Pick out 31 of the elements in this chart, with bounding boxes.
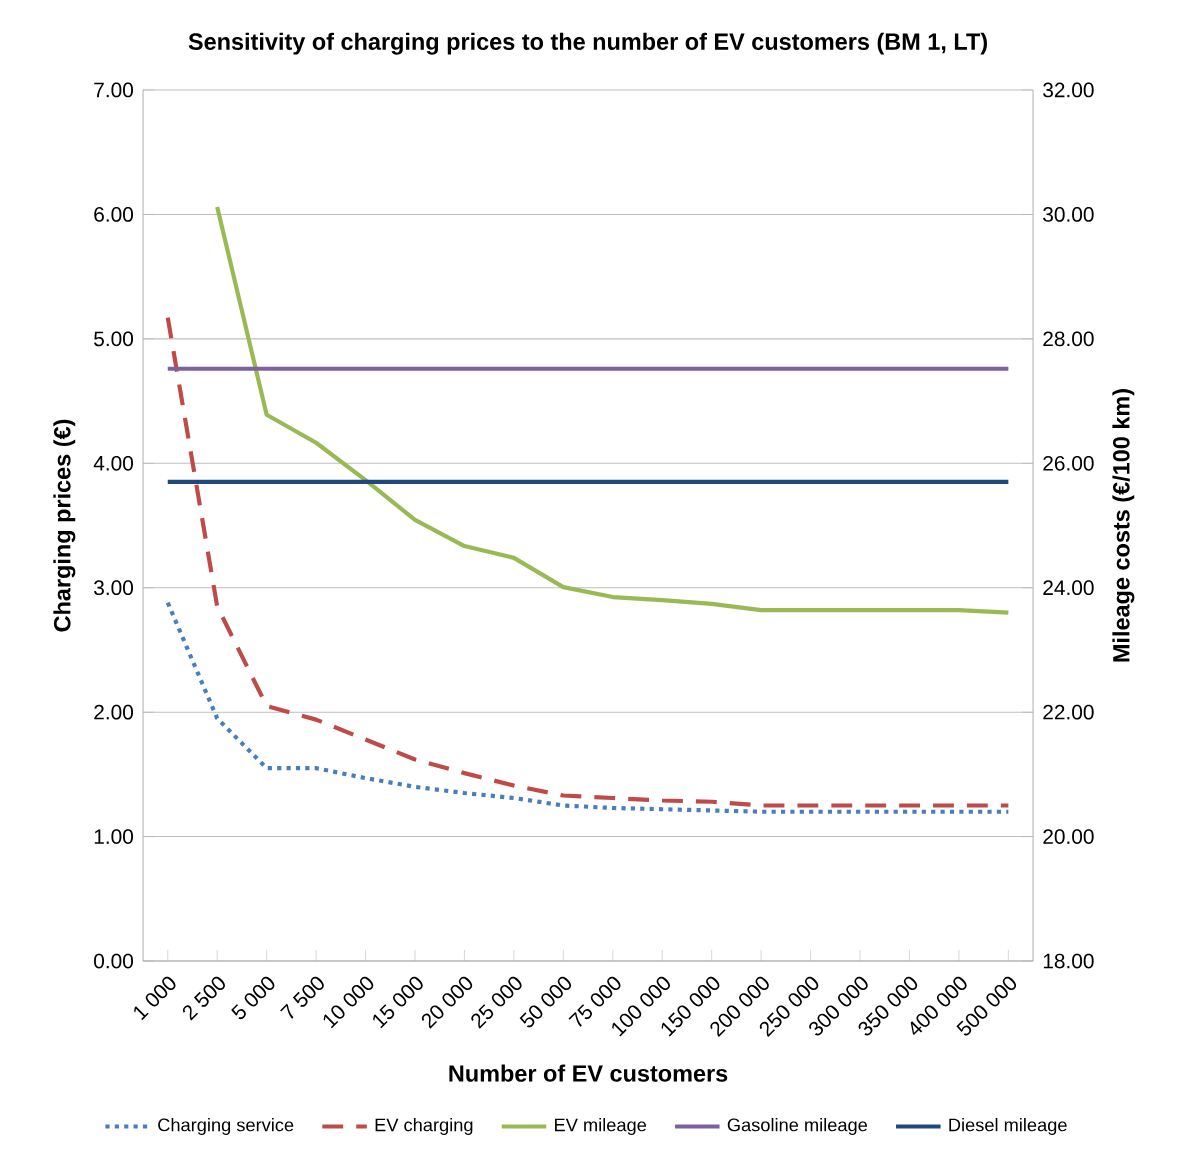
y-axis-title: Charging prices (€) — [53, 419, 76, 632]
y2-axis-title: Mileage costs (€/100 km) — [1112, 389, 1135, 662]
y2-tick-label: 24.00 — [1043, 580, 1094, 596]
legend-label: EV charging — [375, 1117, 473, 1135]
chart-title: Sensitivity of charging prices to the number of EV customers (BM 1, LT) — [188, 32, 987, 55]
y2-tick-label: 30.00 — [1043, 207, 1094, 222]
x-axis-title: Number of EV customers — [449, 1064, 728, 1082]
y-tick-label: 4.00 — [93, 455, 134, 471]
y2-tick-label: 20.00 — [1043, 829, 1094, 844]
y-tick-label: 2.00 — [94, 704, 134, 720]
legend-label: EV mileage — [555, 1117, 647, 1135]
y2-tick-label: 22.00 — [1043, 704, 1094, 720]
legend-label: Gasoline mileage — [727, 1117, 868, 1135]
x-tick-label: 10 000 — [323, 976, 374, 1029]
y2-tick-label: 32.00 — [1043, 82, 1094, 98]
y2-tick-label: 18.00 — [1043, 953, 1094, 969]
x-tick-label: 7 500 — [280, 976, 324, 1019]
legend-label: Charging service — [158, 1117, 294, 1135]
x-tick-label: 1 000 — [134, 976, 176, 1021]
y-tick-label: 0.00 — [94, 953, 134, 969]
y2-tick-label: 26.00 — [1043, 455, 1094, 471]
y-tick-label: 3.00 — [94, 580, 134, 596]
y2-tick-label: 28.00 — [1043, 331, 1094, 347]
y-tick-label: 5.00 — [94, 331, 134, 347]
y-tick-label: 6.00 — [94, 207, 134, 222]
x-tick-label: 2 500 — [182, 976, 225, 1021]
y-tick-label: 1.00 — [94, 829, 134, 844]
legend-label: Diesel mileage — [949, 1117, 1067, 1135]
y-tick-label: 7.00 — [94, 82, 134, 98]
x-tick-label: 15 000 — [373, 976, 423, 1029]
x-tick-label: 5 000 — [231, 976, 275, 1020]
